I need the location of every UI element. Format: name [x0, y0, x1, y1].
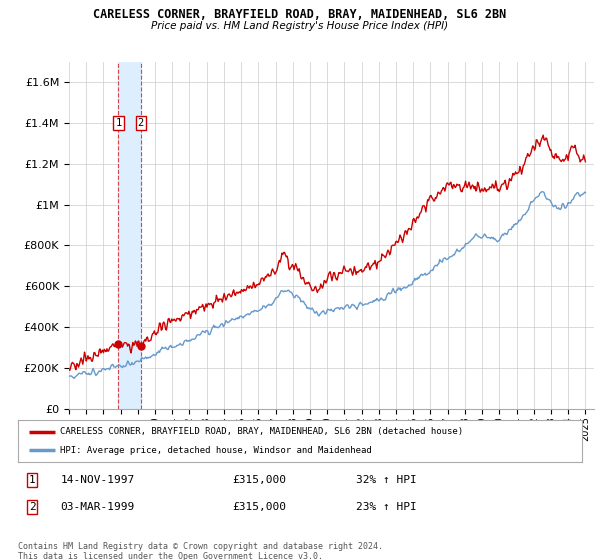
Text: £315,000: £315,000	[232, 502, 286, 512]
Text: 32% ↑ HPI: 32% ↑ HPI	[356, 475, 417, 486]
Text: 1: 1	[115, 118, 122, 128]
Text: 03-MAR-1999: 03-MAR-1999	[60, 502, 134, 512]
Text: Contains HM Land Registry data © Crown copyright and database right 2024.
This d: Contains HM Land Registry data © Crown c…	[18, 542, 383, 560]
Text: 23% ↑ HPI: 23% ↑ HPI	[356, 502, 417, 512]
Text: CARELESS CORNER, BRAYFIELD ROAD, BRAY, MAIDENHEAD, SL6 2BN (detached house): CARELESS CORNER, BRAYFIELD ROAD, BRAY, M…	[60, 427, 463, 436]
Text: HPI: Average price, detached house, Windsor and Maidenhead: HPI: Average price, detached house, Wind…	[60, 446, 372, 455]
Text: Price paid vs. HM Land Registry's House Price Index (HPI): Price paid vs. HM Land Registry's House …	[151, 21, 449, 31]
Text: 14-NOV-1997: 14-NOV-1997	[60, 475, 134, 486]
Text: £315,000: £315,000	[232, 475, 286, 486]
Text: 2: 2	[29, 502, 35, 512]
Text: 2: 2	[137, 118, 144, 128]
Bar	[118, 62, 141, 409]
Text: 1: 1	[29, 475, 35, 486]
Text: CARELESS CORNER, BRAYFIELD ROAD, BRAY, MAIDENHEAD, SL6 2BN: CARELESS CORNER, BRAYFIELD ROAD, BRAY, M…	[94, 8, 506, 21]
